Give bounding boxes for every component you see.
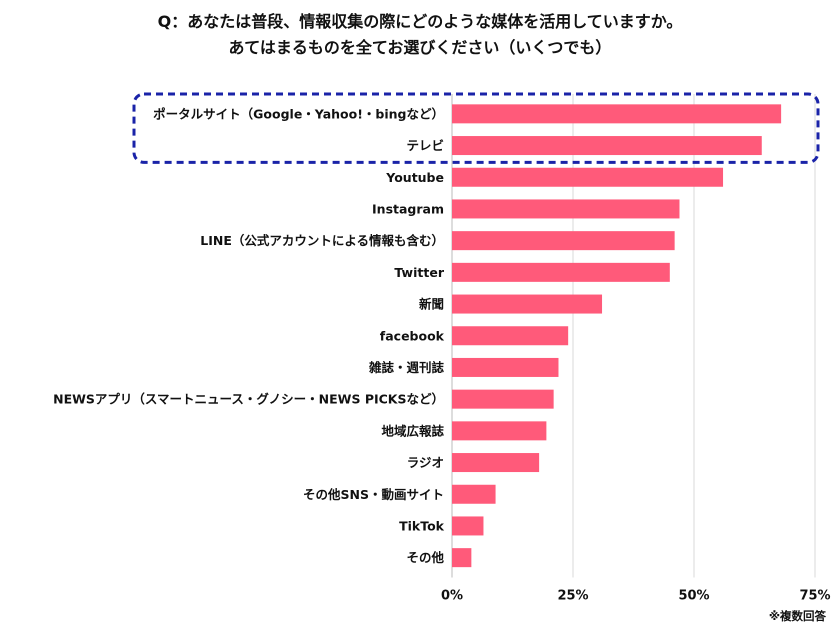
category-label: 新聞 [419,297,444,312]
category-label: テレビ [406,138,444,153]
bar [452,167,724,187]
category-label: ラジオ [407,455,444,470]
bar [452,453,540,473]
category-label: TikTok [399,518,445,533]
category-label: その他 [406,550,444,565]
bar [452,326,569,346]
bar [452,421,547,441]
category-label: NEWSアプリ（スマートニュース・グノシー・NEWS PICKSなど） [53,392,444,407]
bar [452,231,675,251]
chart-title-line2: あてはまるものを全てお選びください（いくつでも） [228,38,612,57]
bar [452,294,603,314]
bar [452,389,554,409]
bar [452,548,472,568]
category-label: Twitter [394,265,444,280]
category-label: 雑誌・週刊誌 [368,360,445,375]
bar [452,104,782,124]
category-label: LINE（公式アカウントによる情報も含む） [200,233,444,248]
category-label: ポータルサイト（Google・Yahoo!・bingなど） [153,106,444,121]
x-tick-label: 25% [557,589,588,604]
category-label: facebook [380,328,445,343]
bar [452,484,496,504]
x-tick-label: 75% [799,589,830,604]
multiple-answers-note: ※複数回答 [768,609,826,623]
bar [452,199,680,219]
bar [452,262,670,282]
category-label: Youtube [385,170,444,185]
chart-title-line1: Q：あなたは普段、情報収集の際にどのような媒体を活用していますか。 [157,12,683,31]
x-tick-label: 0% [441,589,463,604]
bar [452,516,484,536]
category-label: 地域広報誌 [381,423,444,438]
bar [452,357,559,377]
x-tick-label: 50% [678,589,709,604]
category-label: Instagram [372,201,444,216]
category-label: その他SNS・動画サイト [303,487,444,502]
bar [452,136,762,156]
